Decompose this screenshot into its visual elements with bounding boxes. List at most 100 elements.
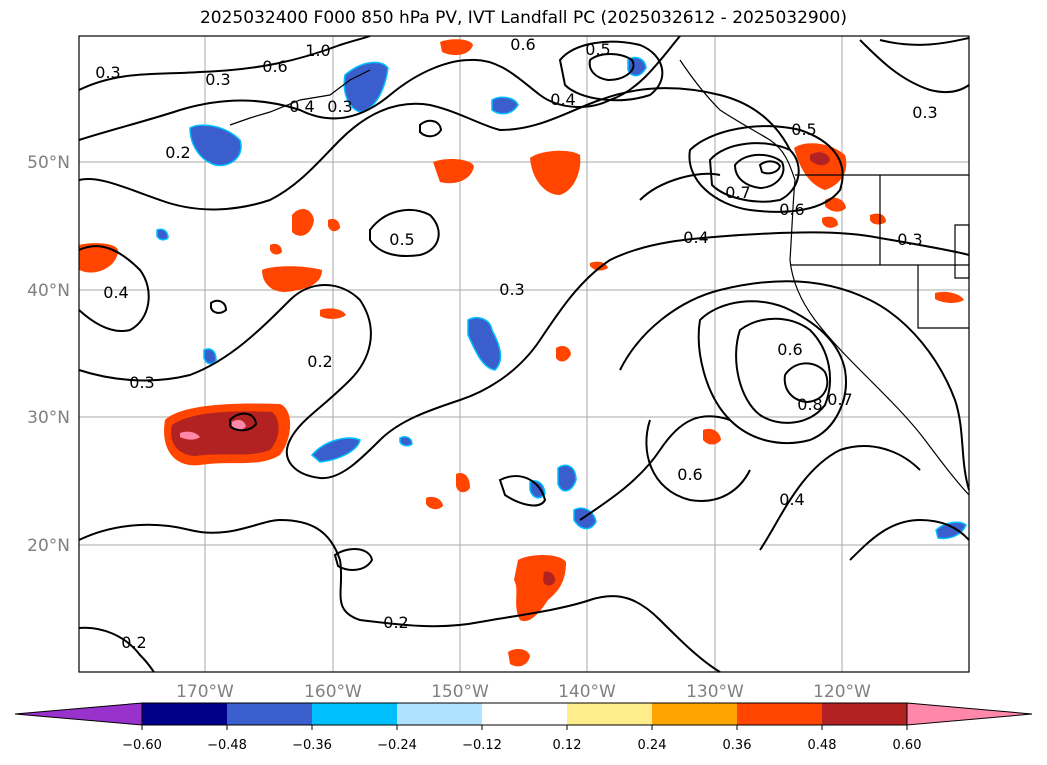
coastline bbox=[229, 59, 970, 496]
contour-label: 0.5 bbox=[585, 40, 610, 59]
pv-contour bbox=[419, 119, 443, 138]
lon-label-150w: 150°W bbox=[431, 682, 489, 702]
colorbar-swatch bbox=[312, 703, 397, 725]
pv-contour bbox=[759, 445, 921, 551]
lon-label-160w: 160°W bbox=[304, 682, 362, 702]
pv-positive-region bbox=[262, 266, 322, 292]
north-america-coast bbox=[679, 59, 970, 496]
pv-contour bbox=[498, 475, 547, 507]
pv-negative-region bbox=[399, 436, 413, 447]
contour-label: 0.2 bbox=[383, 613, 408, 632]
pv-negative-region bbox=[491, 96, 519, 115]
pv-positive-region bbox=[440, 39, 473, 56]
lon-label-140w: 140°W bbox=[558, 682, 616, 702]
pv-positive-region bbox=[508, 648, 530, 667]
colorbar-tick-label: −0.12 bbox=[462, 738, 502, 753]
contour-label: 0.4 bbox=[289, 97, 314, 116]
contour-label: 0.6 bbox=[510, 35, 535, 54]
pv-contour bbox=[78, 626, 155, 673]
colorbar-tick-label: −0.24 bbox=[377, 738, 417, 753]
pv-negative-region bbox=[203, 348, 217, 365]
contour-label: 0.4 bbox=[683, 228, 708, 247]
pv-positive-region bbox=[456, 472, 470, 493]
pv-contour bbox=[879, 37, 970, 46]
pv-positive-region bbox=[232, 419, 246, 430]
pv-positive-region bbox=[79, 243, 118, 273]
contour-label: 0.6 bbox=[779, 200, 804, 219]
pv-contour bbox=[849, 518, 970, 561]
pv-positive-region bbox=[426, 496, 443, 510]
colorbar-tick-label: 0.24 bbox=[638, 738, 667, 753]
colorbar-tick-label: 0.36 bbox=[723, 738, 752, 753]
map-frame bbox=[78, 35, 970, 673]
colorbar-swatch bbox=[482, 703, 567, 725]
contour-label: 0.4 bbox=[550, 90, 575, 109]
pv-positive-region bbox=[180, 431, 200, 440]
pv-positive-region bbox=[514, 554, 566, 622]
lon-label-120w: 120°W bbox=[813, 682, 871, 702]
contour-label: 0.3 bbox=[499, 280, 524, 299]
contour-label: 0.2 bbox=[165, 143, 190, 162]
contour-label: 0.3 bbox=[129, 373, 154, 392]
contour-label: 0.3 bbox=[95, 63, 120, 82]
pv-negative-region bbox=[189, 124, 242, 167]
contour-label: 0.7 bbox=[725, 183, 750, 202]
pv-contour bbox=[733, 153, 785, 190]
contour-label: 0.2 bbox=[307, 352, 332, 371]
pv-negative-region bbox=[343, 61, 389, 113]
pv-contour bbox=[645, 419, 751, 502]
contour-label: 0.3 bbox=[327, 97, 352, 116]
pv-positive-region bbox=[171, 411, 279, 456]
colorbar-frame bbox=[141, 702, 908, 726]
contour-label: 1.0 bbox=[305, 41, 330, 60]
colorbar-tick-label: 0.48 bbox=[808, 738, 837, 753]
pv-contour bbox=[78, 87, 791, 211]
colorbar: −0.60 −0.48 −0.36 −0.24 −0.12 0.12 0.24 … bbox=[14, 702, 1033, 753]
pv-contour bbox=[558, 40, 664, 102]
pv-negative-region bbox=[310, 437, 361, 463]
pv-contour bbox=[758, 160, 782, 175]
colorbar-tick-label: 0.12 bbox=[553, 738, 582, 753]
pv-positive-region bbox=[556, 346, 571, 362]
state-borders bbox=[790, 174, 970, 329]
pv-positive-region bbox=[870, 213, 886, 225]
colorbar-swatch bbox=[227, 703, 312, 725]
pv-contour bbox=[78, 35, 681, 141]
lat-label-40n: 40°N bbox=[27, 281, 70, 301]
pv-contour bbox=[78, 518, 721, 673]
colorbar-swatch bbox=[737, 703, 822, 725]
pv-positive-region bbox=[825, 197, 846, 212]
pv-contour bbox=[619, 280, 970, 491]
colorbar-extend-max bbox=[906, 702, 1033, 726]
contour-label: 0.5 bbox=[791, 120, 816, 139]
colorbar-swatch bbox=[822, 703, 907, 725]
lat-label-30n: 30°N bbox=[27, 408, 70, 428]
pv-contour bbox=[735, 317, 831, 424]
map-title: 2025032400 F000 850 hPa PV, IVT Landfall… bbox=[199, 8, 847, 28]
contour-label: 0.5 bbox=[389, 230, 414, 249]
colorbar-tick-label: −0.48 bbox=[207, 738, 247, 753]
pv-positive-region bbox=[810, 152, 830, 166]
contour-label: 0.7 bbox=[827, 390, 852, 409]
pv-positive-region bbox=[433, 158, 474, 184]
pv-positive-region bbox=[320, 308, 346, 319]
lat-label-50n: 50°N bbox=[27, 153, 70, 173]
pv-positive-region bbox=[822, 216, 838, 228]
pv-contour bbox=[579, 415, 731, 521]
pv-contour bbox=[688, 125, 844, 213]
pv-contour bbox=[697, 300, 847, 444]
pv-positive-region bbox=[270, 243, 282, 255]
contour-label: 0.3 bbox=[912, 103, 937, 122]
pv-contour bbox=[859, 39, 970, 94]
pv-positive-region bbox=[543, 571, 556, 586]
pv-negative-region bbox=[529, 480, 546, 499]
colorbar-swatch bbox=[652, 703, 737, 725]
contour-label: 0.4 bbox=[103, 283, 128, 302]
colorbar-swatch bbox=[567, 703, 652, 725]
pv-contour bbox=[210, 299, 228, 314]
colorbar-tick-label: 0.60 bbox=[893, 738, 922, 753]
pv-positive-region bbox=[703, 428, 721, 445]
pv-contour bbox=[78, 231, 970, 480]
lon-label-130w: 130°W bbox=[686, 682, 744, 702]
